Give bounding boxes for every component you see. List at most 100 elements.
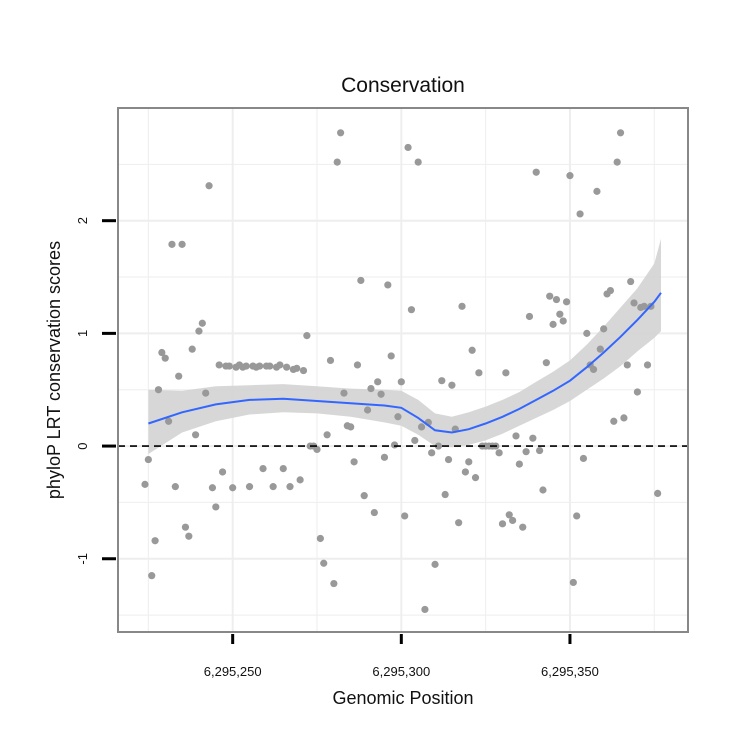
data-point	[620, 414, 628, 422]
data-point	[559, 317, 567, 325]
data-point	[407, 306, 416, 314]
data-point	[512, 432, 520, 440]
data-point	[148, 572, 156, 580]
confidence-band-layer	[148, 238, 661, 454]
x-tick-label: 6,295,250	[204, 664, 262, 679]
data-point	[515, 460, 523, 468]
data-point	[417, 423, 426, 431]
data-point	[509, 516, 517, 525]
data-point	[154, 386, 163, 394]
data-point	[401, 512, 409, 520]
data-point	[640, 302, 648, 310]
data-point	[151, 537, 159, 545]
data-point	[363, 406, 372, 414]
data-point	[218, 468, 227, 476]
data-point	[613, 158, 621, 166]
data-point	[296, 476, 304, 484]
data-point	[529, 434, 537, 442]
data-point	[205, 182, 213, 190]
data-point	[411, 436, 419, 445]
data-point	[283, 363, 291, 371]
data-point	[181, 523, 190, 531]
smooth-fit-line	[148, 292, 662, 434]
data-point	[350, 458, 358, 466]
data-point	[566, 172, 574, 180]
data-point	[185, 532, 193, 540]
data-point	[569, 578, 577, 587]
data-point	[465, 458, 473, 466]
data-point	[475, 369, 483, 377]
data-point	[583, 329, 591, 337]
data-point	[458, 302, 466, 310]
data-point	[573, 512, 581, 520]
data-point	[596, 345, 604, 353]
x-axis-label: Genomic Position	[332, 688, 473, 708]
data-point	[468, 346, 476, 354]
data-point	[161, 354, 169, 362]
data-point	[562, 298, 571, 306]
data-point	[556, 310, 564, 318]
data-point	[195, 327, 203, 335]
data-point	[455, 519, 463, 527]
confidence-band	[148, 238, 661, 454]
data-point	[340, 389, 348, 397]
data-point	[431, 560, 439, 568]
data-point	[576, 210, 584, 218]
data-point	[353, 361, 362, 369]
data-point	[593, 187, 601, 195]
data-point	[616, 129, 625, 137]
data-point	[519, 523, 527, 531]
data-point	[202, 389, 210, 397]
grid-lines	[118, 108, 688, 632]
data-point	[444, 455, 453, 464]
data-point	[320, 559, 328, 567]
data-point	[606, 286, 615, 295]
data-point	[245, 483, 254, 491]
data-point	[384, 281, 392, 289]
data-point	[438, 377, 446, 385]
data-point	[498, 520, 507, 528]
data-point	[522, 448, 530, 456]
data-point	[215, 361, 223, 369]
data-point	[600, 325, 608, 333]
data-point	[630, 299, 638, 307]
data-point	[144, 455, 152, 464]
x-axis: 6,295,250 6,295,300 6,295,350	[204, 634, 599, 679]
data-point	[374, 378, 382, 386]
data-point	[175, 372, 183, 380]
data-point	[539, 486, 547, 494]
data-point	[380, 453, 389, 461]
data-point	[168, 240, 176, 248]
data-point	[610, 417, 618, 425]
data-point	[333, 158, 341, 166]
data-point	[495, 449, 503, 457]
chart-title: Conservation	[341, 74, 465, 97]
data-point	[448, 381, 456, 389]
data-point	[357, 276, 365, 285]
data-point	[377, 390, 385, 398]
panel-border	[117, 107, 689, 633]
data-point	[276, 361, 284, 369]
data-point	[323, 431, 331, 439]
data-point	[313, 445, 321, 454]
data-points	[141, 129, 662, 614]
data-point	[198, 319, 206, 327]
data-point	[266, 362, 274, 370]
data-point	[299, 366, 308, 375]
data-point	[370, 508, 378, 517]
data-point	[404, 143, 412, 152]
data-point	[229, 484, 237, 492]
data-point	[256, 362, 264, 370]
data-point	[367, 384, 375, 393]
data-point	[225, 362, 233, 370]
x-tick-label: 6,295,300	[372, 664, 430, 679]
y-tick-label: 1	[75, 330, 90, 337]
data-point	[259, 465, 267, 473]
y-tick-label: -1	[75, 553, 90, 565]
data-point	[643, 361, 652, 369]
y-axis: -1 0 1 2	[75, 217, 116, 565]
data-point	[397, 378, 405, 386]
data-point	[552, 295, 561, 304]
